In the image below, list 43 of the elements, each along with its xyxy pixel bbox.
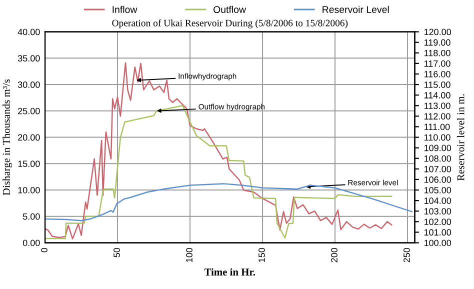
legend-label: Reservoir Level <box>322 6 389 13</box>
y2-tick-label: 120.00 <box>424 28 452 36</box>
x-axis-title: Time in Hr. <box>204 268 256 276</box>
x-tick-label: 50 <box>114 248 120 258</box>
legend-label: Outflow <box>214 6 246 13</box>
y-axis-title: Disharge in Thousands m³/s <box>2 79 12 196</box>
x-tick-label: 150 <box>258 248 265 262</box>
y2-tick-label: 114.00 <box>424 92 450 98</box>
y2-tick-label: 119.00 <box>424 39 450 46</box>
y-tick-label: 10.00 <box>18 186 40 194</box>
y-tick-label: 30.00 <box>18 82 40 88</box>
y2-tick-label: 112.00 <box>424 113 450 120</box>
y2-tick-label: 117.00 <box>424 60 450 67</box>
y2-tick-label: 107.00 <box>424 166 452 172</box>
y2-tick-label: 104.00 <box>424 198 452 204</box>
y2-tick-label: 101.00 <box>424 229 452 236</box>
x-tick-label: 200 <box>331 248 338 262</box>
y-tick-label: 0.00 <box>22 240 40 246</box>
y-tick-label: 15.00 <box>18 160 40 168</box>
y2-axis-title: Reservoir level in m. <box>456 94 464 181</box>
x-tick-label: 0 <box>41 248 48 252</box>
y2-tick-label: 115.00 <box>424 82 450 88</box>
y2-tick-label: 109.00 <box>424 144 452 152</box>
y2-tick-label: 118.00 <box>424 50 450 56</box>
y-tick-label: 35.00 <box>18 55 40 62</box>
y2-tick-label: 102.00 <box>424 218 452 226</box>
x-tick-label: 250 <box>404 248 410 262</box>
y2-tick-label: 110.00 <box>424 134 450 141</box>
y-tick-label: 40.00 <box>18 28 40 36</box>
y2-tick-label: 103.00 <box>424 208 452 214</box>
x-tick-label: 100 <box>186 248 192 262</box>
y2-tick-label: 105.00 <box>424 186 452 194</box>
y2-tick-label: 106.00 <box>424 176 452 183</box>
chart-title: Operation of Ukai Reservoir During (5/8/2006 to 15/8/2006) <box>112 19 348 28</box>
legend-label: Inflow <box>112 6 138 13</box>
y2-tick-label: 116.00 <box>424 70 450 78</box>
y-tick-label: 5.00 <box>22 213 40 220</box>
y2-tick-label: 100.00 <box>424 240 452 246</box>
y2-tick-label: 108.00 <box>424 155 452 162</box>
y2-tick-label: 113.00 <box>424 102 450 109</box>
y-tick-label: 20.00 <box>18 134 40 141</box>
y2-tick-label: 111.00 <box>424 124 450 130</box>
y-tick-label: 25.00 <box>18 108 40 114</box>
